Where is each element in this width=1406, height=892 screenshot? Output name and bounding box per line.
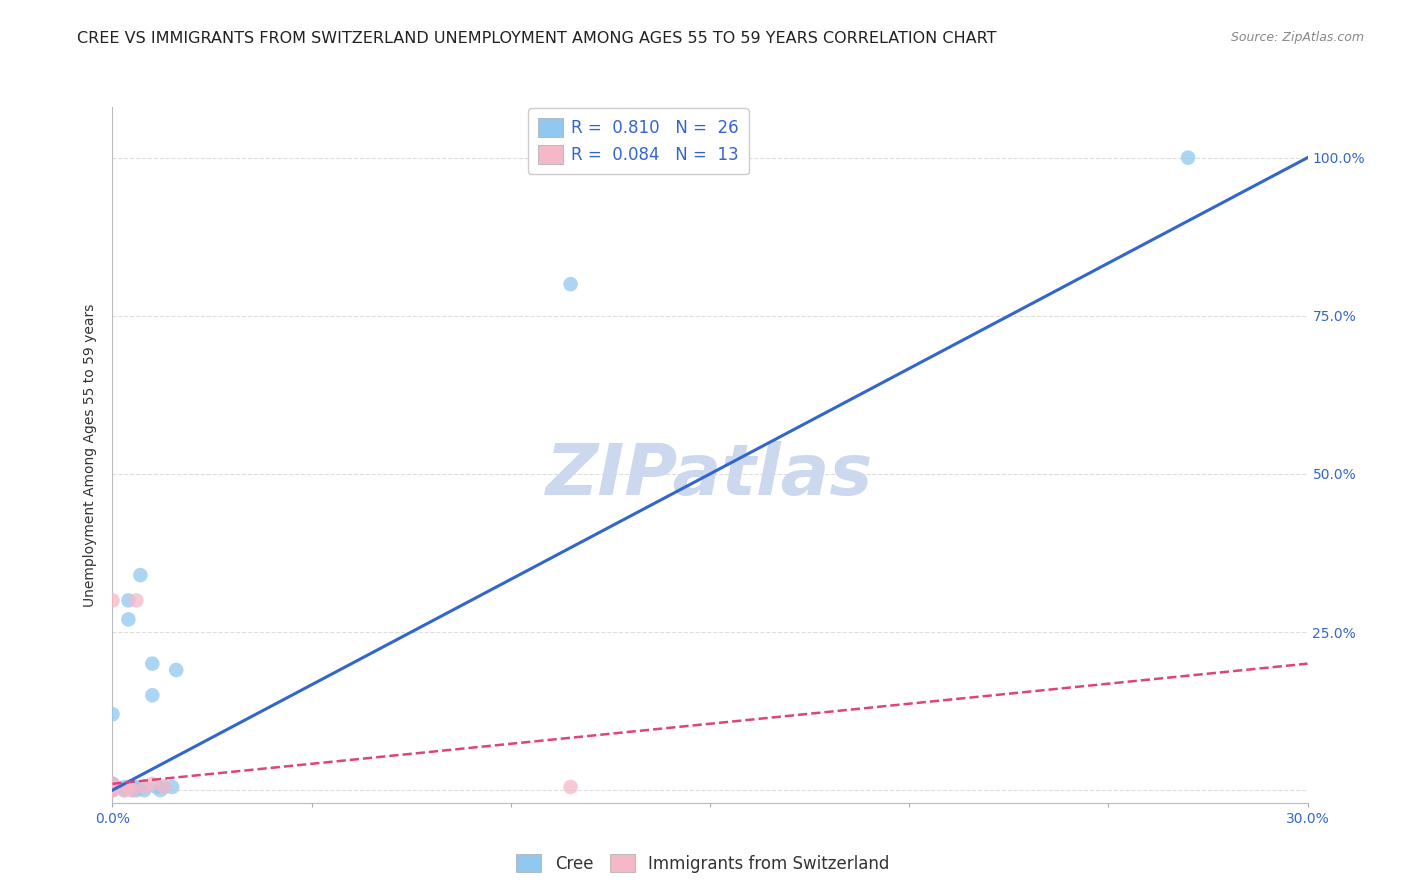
- Point: [134, 780, 156, 794]
- Point: [134, 783, 156, 797]
- Text: CREE VS IMMIGRANTS FROM SWITZERLAND UNEMPLOYMENT AMONG AGES 55 TO 59 YEARS CORRE: CREE VS IMMIGRANTS FROM SWITZERLAND UNEM…: [77, 31, 997, 46]
- Point: [141, 657, 163, 671]
- Point: [114, 783, 135, 797]
- Point: [101, 780, 124, 794]
- Legend: Cree, Immigrants from Switzerland: Cree, Immigrants from Switzerland: [510, 847, 896, 880]
- Point: [101, 777, 124, 791]
- Point: [141, 688, 163, 702]
- Point: [101, 777, 124, 791]
- Point: [560, 780, 582, 794]
- Point: [1177, 151, 1199, 165]
- Point: [134, 780, 156, 794]
- Point: [165, 663, 187, 677]
- Point: [149, 783, 172, 797]
- Point: [162, 780, 183, 794]
- Point: [101, 783, 124, 797]
- Point: [121, 783, 143, 797]
- Point: [145, 780, 167, 794]
- Point: [125, 780, 148, 794]
- Point: [101, 783, 124, 797]
- Point: [153, 780, 176, 794]
- Point: [121, 780, 143, 794]
- Point: [114, 780, 135, 794]
- Point: [114, 783, 135, 797]
- Point: [117, 612, 139, 626]
- Text: ZIPatlas: ZIPatlas: [547, 442, 873, 510]
- Point: [117, 780, 139, 794]
- Point: [141, 777, 163, 791]
- Text: Source: ZipAtlas.com: Source: ZipAtlas.com: [1230, 31, 1364, 45]
- Point: [101, 783, 124, 797]
- Point: [101, 780, 124, 794]
- Point: [121, 783, 143, 797]
- Point: [101, 777, 124, 791]
- Point: [153, 780, 176, 794]
- Point: [560, 277, 582, 292]
- Point: [117, 593, 139, 607]
- Point: [101, 593, 124, 607]
- Point: [125, 783, 148, 797]
- Point: [129, 568, 152, 582]
- Point: [125, 593, 148, 607]
- Legend: R =  0.810   N =  26, R =  0.084   N =  13: R = 0.810 N = 26, R = 0.084 N = 13: [527, 109, 749, 174]
- Point: [101, 783, 124, 797]
- Y-axis label: Unemployment Among Ages 55 to 59 years: Unemployment Among Ages 55 to 59 years: [83, 303, 97, 607]
- Point: [101, 707, 124, 722]
